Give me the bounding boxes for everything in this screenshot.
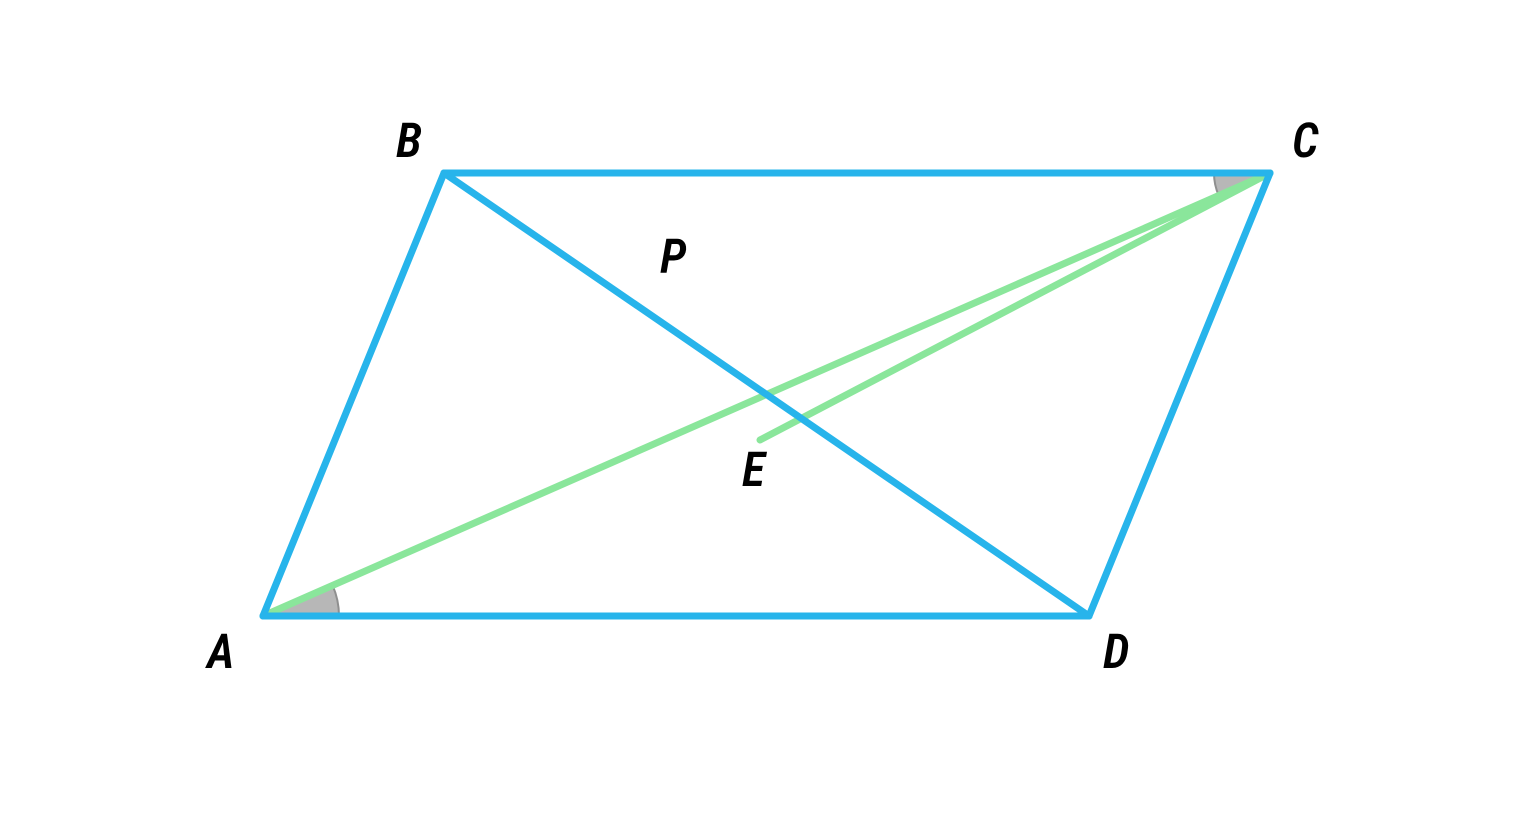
- label-P: P: [660, 228, 687, 285]
- label-E: E: [742, 441, 768, 498]
- edge-CE: [760, 173, 1270, 440]
- edge-BD: [444, 173, 1089, 616]
- label-C: C: [1292, 112, 1319, 169]
- geometry-diagram: A B C D P E: [0, 0, 1536, 819]
- label-A: A: [205, 623, 235, 680]
- label-D: D: [1103, 623, 1129, 680]
- label-B: B: [396, 112, 422, 169]
